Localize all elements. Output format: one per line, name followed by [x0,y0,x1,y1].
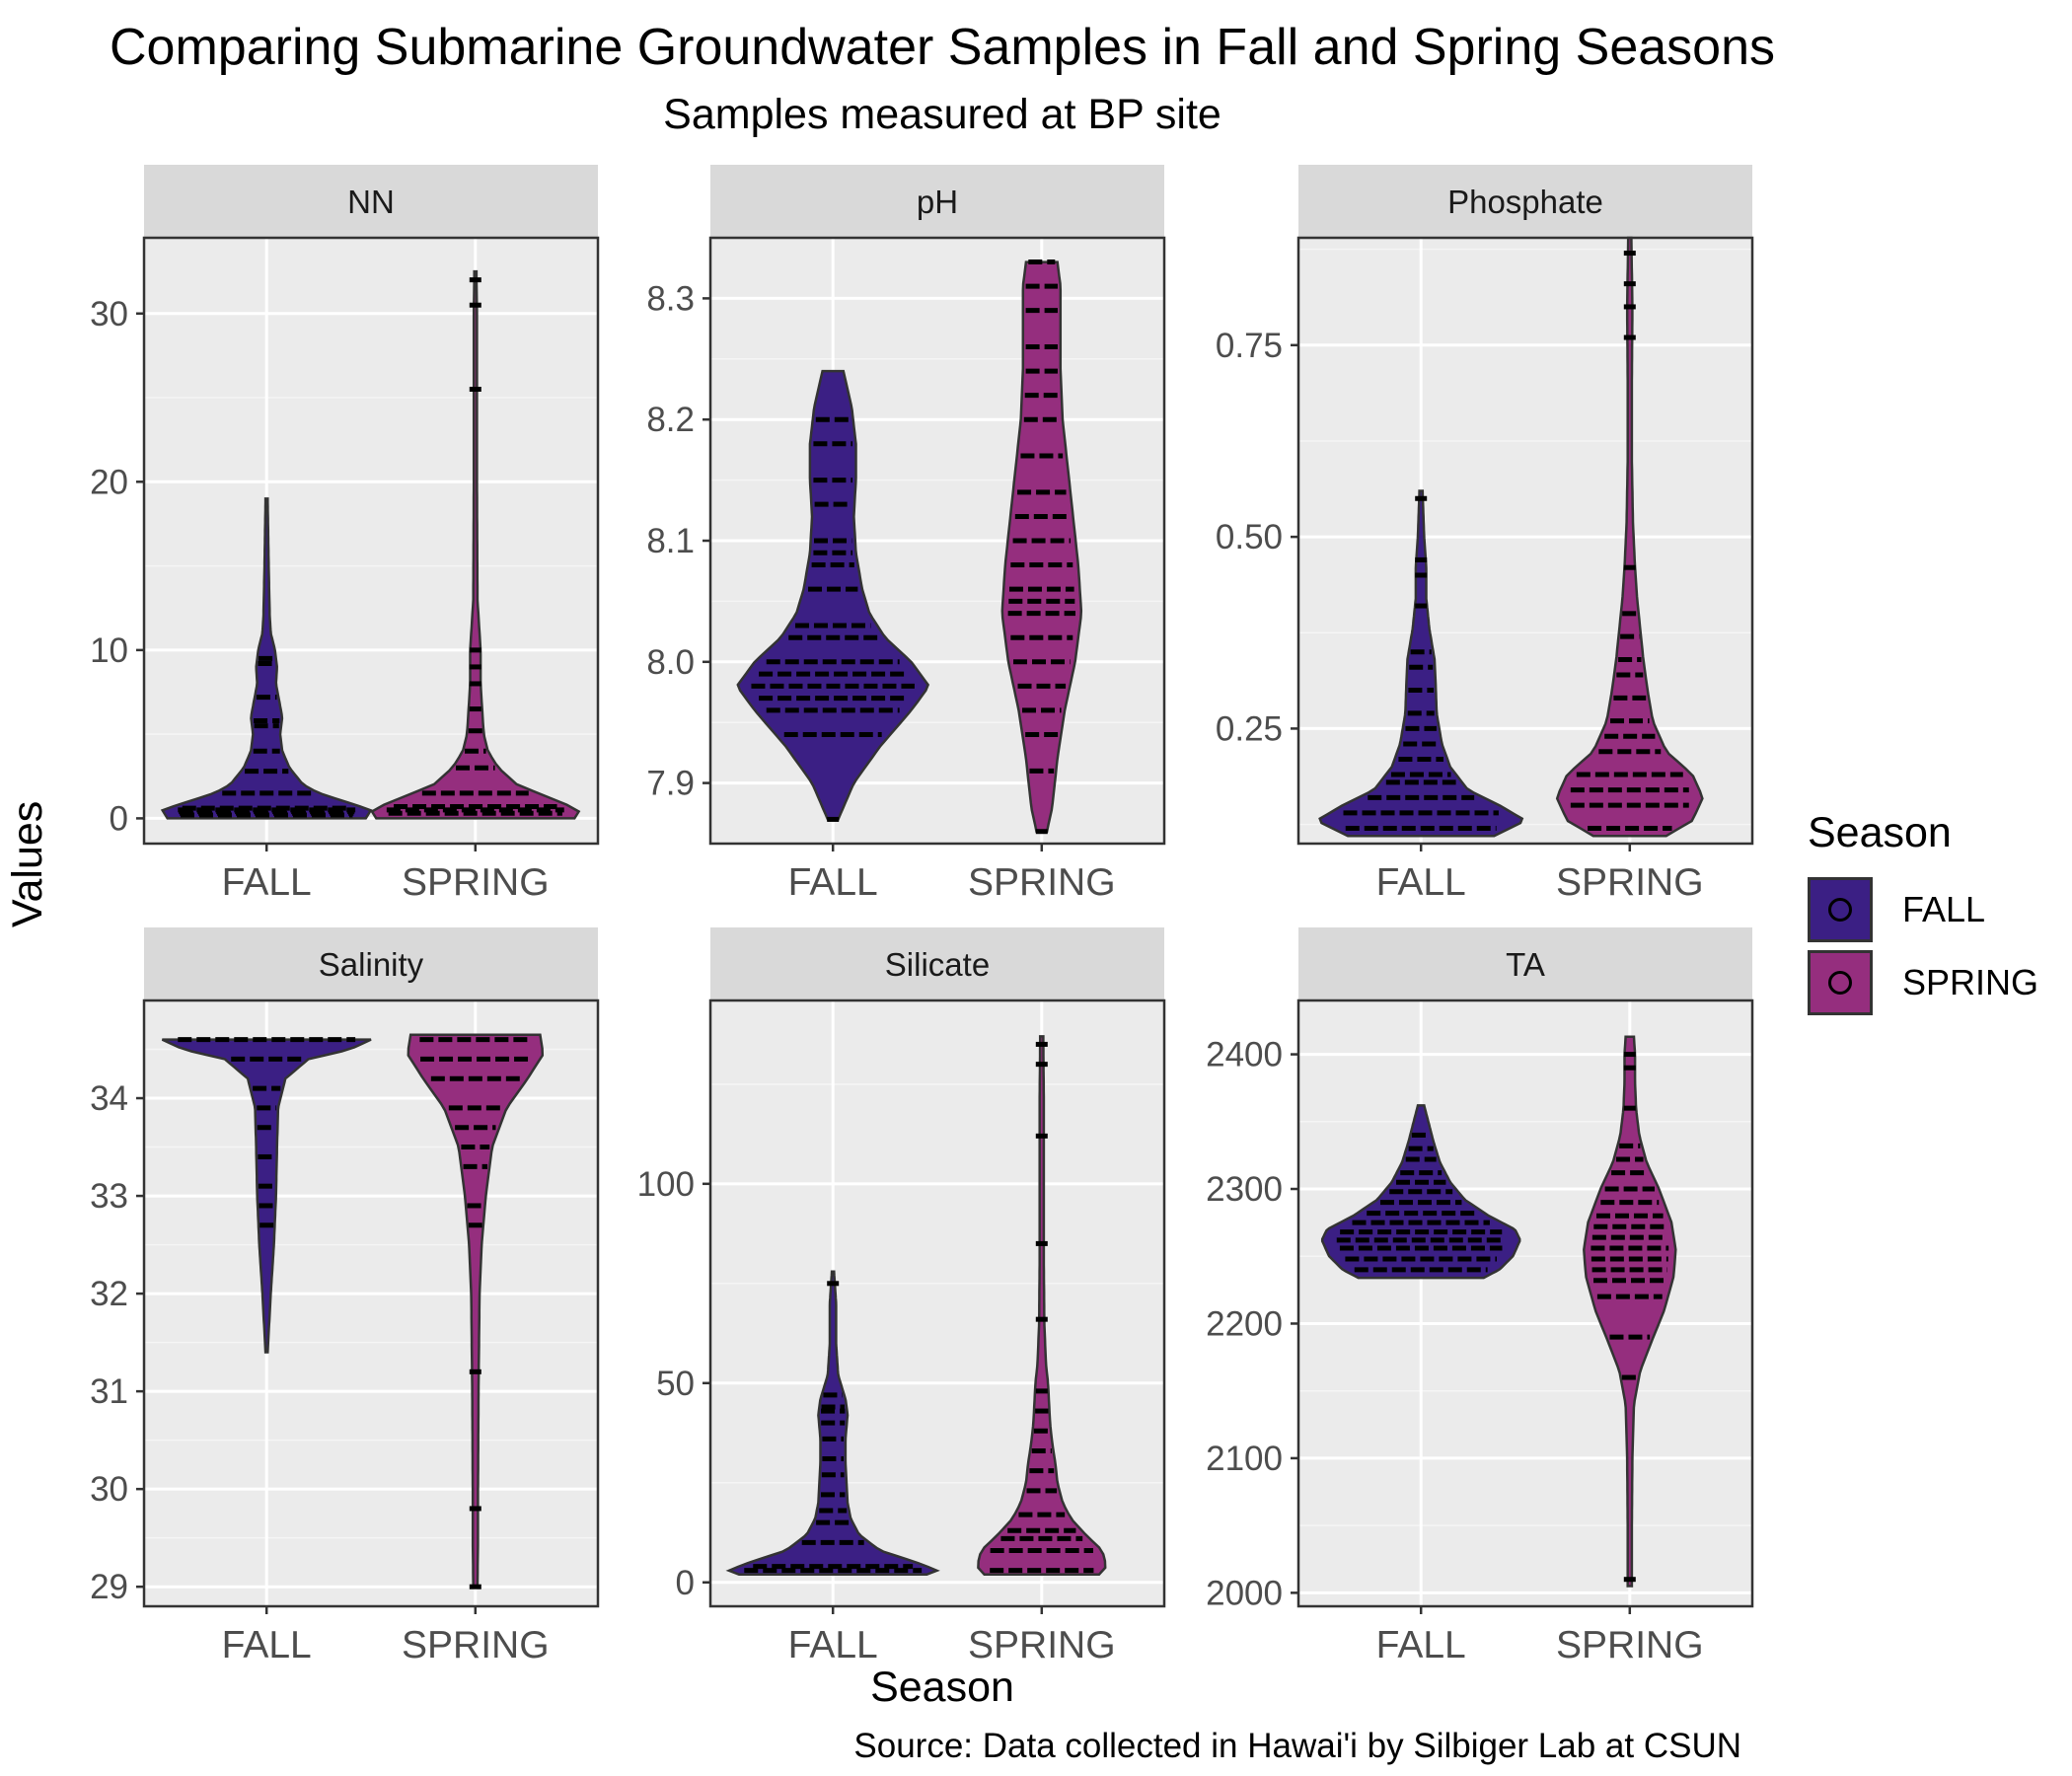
facet-strip-label: TA [1506,946,1545,983]
y-tick-label: 0.25 [1216,709,1283,748]
y-tick-label: 8.2 [646,401,695,439]
legend: Season FALL SPRING [1808,809,2038,1019]
y-tick-label: 2400 [1206,1036,1283,1074]
y-tick-label: 2000 [1206,1574,1283,1612]
legend-swatch-fall [1808,877,1873,942]
violin-fall [1318,489,1524,838]
x-tick-label: SPRING [402,861,550,904]
legend-point-icon [1828,971,1852,995]
chart-caption: Source: Data collected in Hawai'i by Sil… [853,1727,1741,1765]
facet-panel-ph: pH 7.9 8.0 8.1 8.2 8.3 FALL SPRING [646,165,1166,904]
y-tick-label: 30 [90,295,128,333]
facet-panel-phosphate: Phosphate 0.25 0.50 0.75 FALL SPRING [1216,165,1754,904]
facet-panel-salinity: Salinity 29 30 31 32 33 34 FALL SPRING [90,927,600,1666]
legend-swatch-spring [1808,950,1873,1015]
y-tick-label: 10 [90,631,128,670]
x-axis-title: Season [870,1664,1014,1711]
facet-panel-ta: TA 2000 2100 2200 2300 2400 FALL SPRING [1206,927,1754,1666]
panel-border [708,236,1166,846]
x-tick-label: SPRING [1556,1624,1704,1666]
legend-label-fall: FALL [1902,889,1986,929]
legend-item-fall: FALL [1808,873,2038,946]
violin-fall [736,369,930,821]
facet-panel-nn: NN 0 10 20 30 FALL SPRING [90,165,600,904]
violin-spring [407,1033,545,1589]
y-axis-title: Values [4,800,51,927]
x-tick-label: FALL [1376,861,1466,904]
y-tick-label: 30 [90,1470,128,1509]
panel-background [1298,1000,1752,1606]
legend-title: Season [1808,809,1952,856]
panel-border [1296,999,1754,1608]
legend-point-icon [1828,898,1852,922]
y-tick-label: 2100 [1206,1440,1283,1478]
legend-label-spring: SPRING [1902,962,2039,1002]
y-tick-label: 7.9 [646,765,695,803]
y-tick-label: 2300 [1206,1170,1283,1209]
panel-background [1298,238,1752,844]
x-tick-label: SPRING [1556,861,1704,904]
panel-border [142,236,600,846]
facet-strip [1298,927,1752,1000]
y-tick-label: 0.50 [1216,518,1283,556]
facet-strip-label: Phosphate [1447,184,1603,220]
facet-strip [1298,165,1752,238]
y-tick-label: 2200 [1206,1304,1283,1343]
y-tick-label: 8.1 [646,522,695,560]
panel-border [142,999,600,1608]
facet-strip [710,927,1164,1000]
y-tick-label: 50 [656,1365,695,1403]
facet-panel-silicate: Silicate 0 50 100 FALL SPRING [637,927,1166,1666]
facet-strip [144,165,598,238]
panel-border [1296,236,1754,846]
x-tick-label: FALL [788,861,878,904]
x-tick-label: FALL [788,1624,878,1666]
chart-subtitle: Samples measured at BP site [663,91,1221,138]
y-tick-label: 31 [90,1372,128,1411]
y-tick-label: 0 [110,799,128,838]
x-tick-label: SPRING [968,1624,1116,1666]
y-tick-label: 33 [90,1177,128,1216]
x-tick-label: SPRING [968,861,1116,904]
y-tick-label: 100 [637,1165,695,1204]
facet-strip-label: Salinity [319,946,424,983]
y-tick-label: 0.75 [1216,327,1283,365]
y-tick-label: 20 [90,463,128,501]
y-tick-label: 8.3 [646,279,695,318]
violin-spring [977,1035,1107,1576]
y-tick-label: 32 [90,1275,128,1313]
x-tick-label: FALL [1376,1624,1466,1666]
panel-background [144,1000,598,1606]
violin-spring [1583,1035,1677,1588]
violin-spring [1000,260,1083,833]
facet-strip-label: NN [347,184,395,220]
x-tick-label: SPRING [402,1624,550,1666]
violin-spring [370,269,581,820]
facet-strip-label: Silicate [885,946,990,983]
facet-strip [710,165,1164,238]
x-tick-label: FALL [222,861,312,904]
y-tick-label: 8.0 [646,643,695,682]
violin-fall [161,1038,372,1354]
y-tick-label: 29 [90,1568,128,1606]
chart-title: Comparing Submarine Groundwater Samples … [110,19,1775,76]
facet-strip-label: pH [917,184,958,220]
panel-border [708,999,1166,1608]
panel-background [710,1000,1164,1606]
facet-strip [144,927,598,1000]
y-tick-label: 34 [90,1079,128,1118]
y-tick-label: 0 [676,1564,695,1602]
legend-item-spring: SPRING [1808,946,2038,1019]
x-tick-label: FALL [222,1624,312,1666]
panel-background [144,238,598,844]
